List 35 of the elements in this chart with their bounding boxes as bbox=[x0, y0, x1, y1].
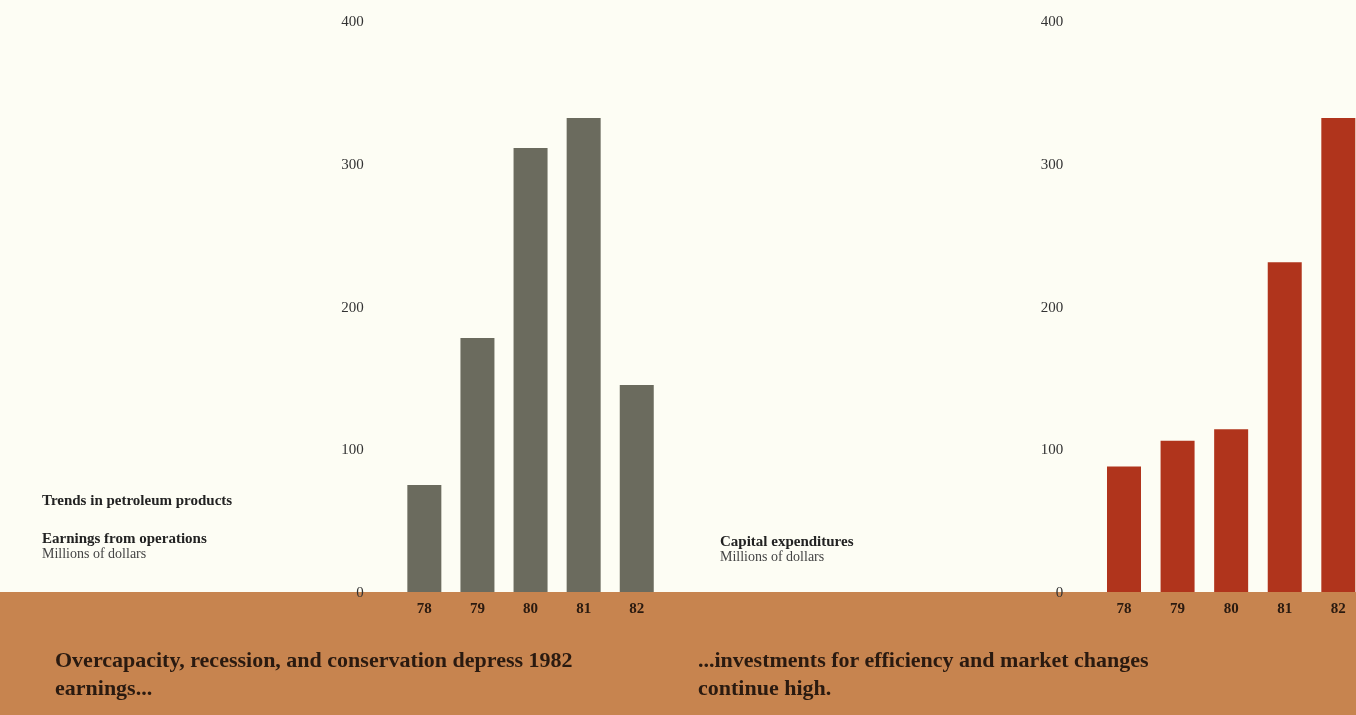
bar bbox=[1321, 118, 1356, 592]
x-tick-label: 81 bbox=[1277, 599, 1293, 616]
text: Capital expenditures bbox=[720, 532, 854, 549]
x-tick-label: 81 bbox=[576, 599, 592, 616]
text: Trends in petroleum products bbox=[42, 491, 233, 508]
y-tick-label: 300 bbox=[341, 155, 364, 172]
x-tick-label: 82 bbox=[1330, 599, 1346, 616]
x-tick-label: 80 bbox=[523, 599, 539, 616]
bar bbox=[513, 148, 548, 592]
y-axis-title: Millions of dollars bbox=[720, 548, 825, 564]
bar bbox=[619, 385, 654, 592]
text: Overcapacity, recession, and conservation depress 1982 earnings... bbox=[55, 646, 579, 700]
bar bbox=[460, 337, 495, 592]
bar bbox=[1107, 466, 1141, 592]
bar bbox=[566, 118, 601, 592]
text: Earnings from operations bbox=[42, 529, 207, 546]
bar bbox=[1267, 262, 1302, 592]
bar bbox=[407, 484, 442, 592]
y-tick-label: 200 bbox=[341, 298, 364, 315]
x-tick-label: 79 bbox=[469, 599, 485, 616]
y-tick-label: 100 bbox=[1040, 441, 1064, 458]
x-tick-label: 80 bbox=[1223, 599, 1239, 616]
y-tick-label: 400 bbox=[1040, 13, 1064, 29]
x-tick-label: 78 bbox=[1116, 599, 1132, 616]
y-tick-label: 100 bbox=[341, 441, 364, 458]
x-tick-label: 79 bbox=[1170, 599, 1186, 616]
bar bbox=[1214, 429, 1249, 592]
y-tick-label: 400 bbox=[341, 13, 364, 29]
y-tick-label: 300 bbox=[1040, 155, 1064, 172]
x-tick-label: 82 bbox=[629, 599, 645, 616]
x-tick-label: 78 bbox=[416, 599, 432, 616]
y-tick-label: 200 bbox=[1040, 298, 1064, 315]
y-axis-title: Millions of dollars bbox=[42, 545, 147, 561]
bar bbox=[1160, 440, 1195, 592]
text: ...investments for efficiency and market changes continue high. bbox=[698, 646, 1155, 700]
